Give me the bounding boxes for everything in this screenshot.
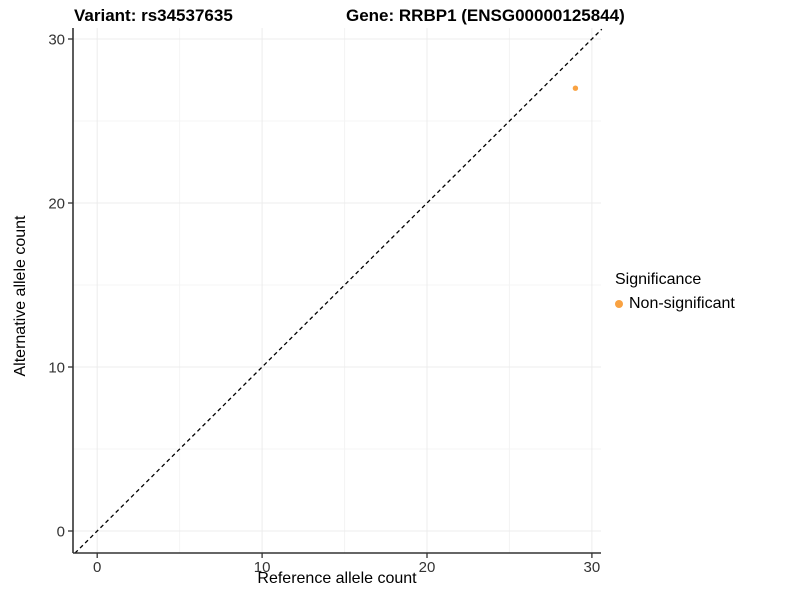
legend-item-label: Non-significant (629, 295, 735, 312)
legend-title: Significance (615, 271, 702, 288)
y-tick-label: 10 (48, 360, 65, 377)
x-axis-label: Reference allele count (257, 570, 417, 587)
identity-line (74, 28, 603, 554)
y-axis-label: Alternative allele count (12, 215, 29, 377)
y-tick-label: 0 (57, 524, 65, 541)
y-tick-label: 30 (48, 32, 65, 49)
y-tick-label: 20 (48, 196, 65, 213)
legend: Significance Non-significant (615, 271, 735, 313)
legend-dot-icon (615, 300, 623, 308)
x-tick-label: 0 (93, 559, 101, 576)
x-tick-label: 20 (419, 559, 436, 576)
plot-title-gene: Gene: RRBP1 (ENSG00000125844) (346, 6, 625, 25)
plot-title-variant: Variant: rs34537635 (74, 6, 233, 25)
x-tick-label: 10 (254, 559, 271, 576)
x-tick-label: 30 (584, 559, 601, 576)
legend-item: Non-significant (615, 295, 735, 313)
data-point (572, 85, 579, 91)
